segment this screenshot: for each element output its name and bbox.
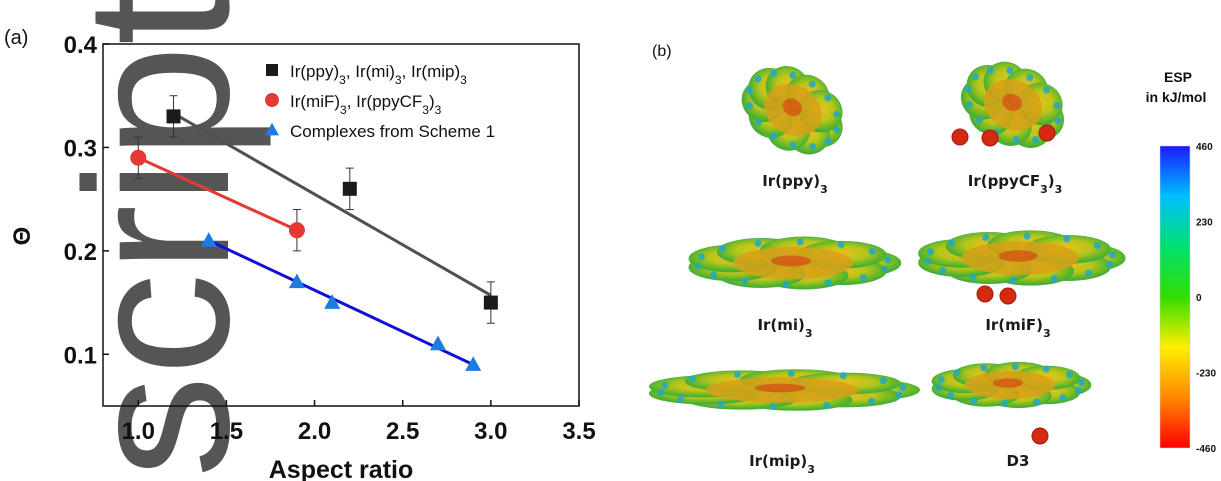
negative-region-ball (1038, 124, 1056, 142)
panel-b-label: (b) (652, 43, 672, 60)
esp-surface-D3 (931, 361, 1092, 409)
data-point-series-3 (200, 232, 217, 247)
data-point-series-2 (288, 222, 305, 239)
data-point-series-1 (166, 109, 181, 124)
x-tick-label: 2.0 (298, 418, 331, 445)
esp-surface-mi (688, 236, 902, 290)
esp-title-line1: ESP (1164, 69, 1192, 85)
fit-line-series-2 (137, 156, 298, 232)
molecule-miF: Ir(miF)3 (918, 230, 1126, 340)
legend-marker-series-3 (265, 122, 279, 136)
esp-surface-ppyCF3 (960, 61, 1065, 148)
data-point-series-3 (324, 294, 341, 309)
data-point-series-2 (130, 149, 147, 166)
molecule-label-ppyCF3: Ir(ppyCF3)3 (968, 172, 1063, 196)
chart-panel-a: 1.0 1.5 2.0 2.5 3.0 3.5 0.1 0.2 0.3 0.4 Ir(ppy)3,… (9, 32, 596, 481)
esp-tick-label: 230 (1196, 218, 1213, 229)
fit-line-series-1 (172, 111, 492, 297)
esp-title-line2: in kJ/mol (1146, 89, 1207, 105)
fit-line-series-3 (208, 239, 474, 366)
molecule-label-mip: Ir(mip)3 (749, 452, 815, 476)
x-tick-label: 3.0 (474, 418, 507, 445)
negative-region-ball (1031, 427, 1049, 445)
esp-tick-label: 460 (1196, 142, 1213, 153)
x-tick-label: 1.0 (122, 418, 155, 445)
watermark: script (43, 0, 272, 478)
molecule-ppyCF3: Ir(ppyCF3)3 (951, 61, 1065, 196)
data-point-series-1 (483, 295, 498, 310)
data-point-series-1 (342, 181, 357, 196)
esp-gradient-bar (1159, 145, 1191, 449)
molecule-label-miF: Ir(miF)3 (985, 316, 1050, 340)
x-tick-label: 1.5 (210, 418, 243, 445)
esp-colorbar: ESP in kJ/mol 460 230 0 -230 -460 (1146, 69, 1217, 455)
negative-region-ball (981, 129, 999, 147)
data-point-series-3 (465, 356, 482, 371)
esp-tick-label: -460 (1196, 444, 1216, 455)
molecule-mi: Ir(mi)3 (688, 236, 902, 340)
y-axis-label: Θ (9, 227, 36, 246)
esp-surface-ppy (741, 66, 843, 155)
y-tick-label: 0.4 (64, 32, 98, 59)
molecule-label-mi: Ir(mi)3 (757, 316, 812, 340)
data-point-series-3 (288, 273, 305, 289)
molecule-D3: D3 (931, 361, 1092, 470)
plot-frame (102, 43, 580, 407)
molecule-mip: Ir(mip)3 (648, 369, 920, 476)
esp-tick-label: 0 (1196, 293, 1202, 304)
y-tick-label: 0.3 (64, 135, 97, 162)
negative-region-ball (999, 287, 1017, 305)
x-axis-label: Aspect ratio (269, 456, 413, 481)
molecule-panel-b: Ir(ppy)3 Ir(ppyCF3)3 Ir(mi)3 Ir(miF)3 Ir(mip… (648, 61, 1126, 476)
y-tick-label: 0.2 (64, 239, 97, 266)
x-tick-label: 2.5 (386, 418, 419, 445)
legend-label-series-3: Complexes from Scheme 1 (290, 122, 495, 141)
negative-region-ball (951, 128, 969, 146)
esp-tick-label: -230 (1196, 369, 1216, 380)
esp-surface-mip (648, 369, 920, 411)
molecule-ppy: Ir(ppy)3 (741, 66, 843, 196)
legend-label-series-2: Ir(miF)3, Ir(ppyCF3)3 (290, 92, 442, 117)
negative-region-ball (976, 285, 994, 303)
y-tick-label: 0.1 (64, 342, 97, 369)
legend-marker-series-2 (265, 93, 279, 107)
esp-surface-miF (918, 230, 1126, 286)
molecule-label-ppy: Ir(ppy)3 (762, 172, 828, 196)
legend-label-series-1: Ir(ppy)3, Ir(mi)3, Ir(mip)3 (290, 62, 467, 87)
legend: Ir(ppy)3, Ir(mi)3, Ir(mip)3 Ir(miF)3, Ir(… (265, 62, 495, 141)
molecule-label-D3: D3 (1007, 452, 1030, 470)
panel-a-label: (a) (4, 27, 28, 49)
data-point-series-3 (429, 335, 446, 351)
x-tick-label: 3.5 (562, 418, 595, 445)
legend-marker-series-1 (266, 64, 278, 76)
